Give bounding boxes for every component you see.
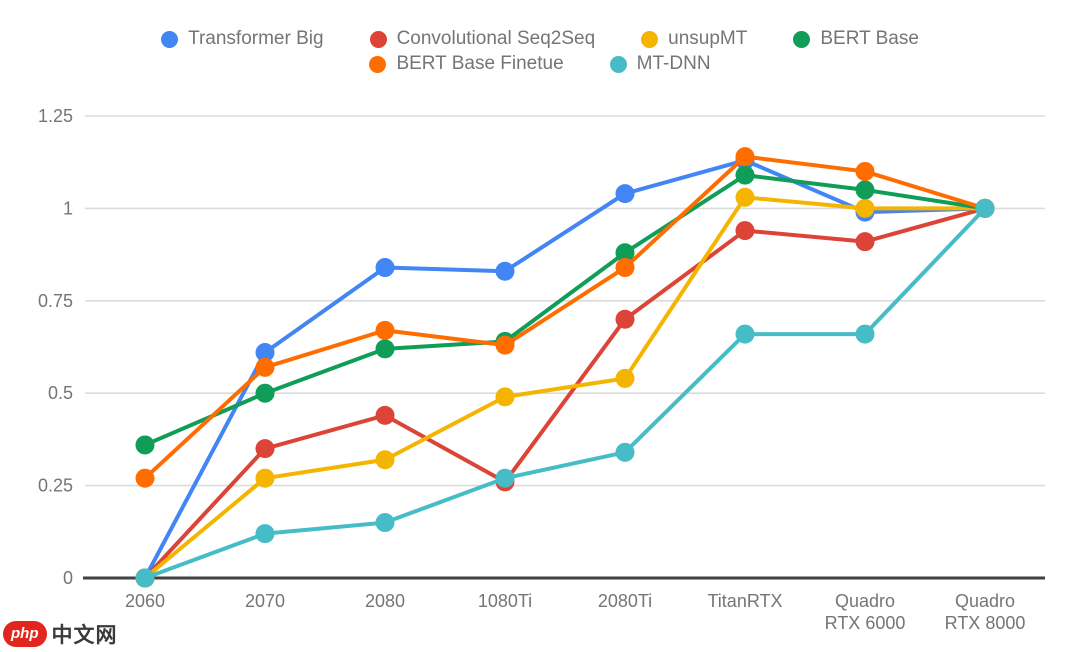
php-logo-badge: php — [3, 621, 47, 647]
data-point-convolutional-seq2seq — [615, 309, 635, 329]
series-line-bert-base-finetue — [143, 154, 987, 481]
data-point-unsupmt — [735, 187, 755, 207]
x-axis-category-label: 2080Ti — [598, 591, 652, 611]
data-point-bert-base — [855, 180, 875, 200]
legend-item-bert-base-finetue: BERT Base Finetue — [369, 53, 564, 75]
data-point-bert-base-finetue — [255, 357, 275, 377]
data-point-bert-base — [255, 383, 275, 403]
x-axis-category-label: TitanRTX — [707, 591, 782, 611]
data-point-convolutional-seq2seq — [255, 439, 275, 459]
legend-label: BERT Base Finetue — [396, 53, 564, 74]
data-point-bert-base-finetue — [735, 147, 755, 167]
data-point-transformer-big — [615, 184, 635, 204]
watermark-site-text: 中文网 — [51, 624, 118, 647]
data-point-bert-base — [375, 339, 395, 359]
x-axis-category-label: 2060 — [125, 591, 165, 611]
legend-label: Convolutional Seq2Seq — [396, 28, 596, 49]
data-point-unsupmt — [855, 198, 875, 218]
data-point-bert-base-finetue — [855, 161, 875, 181]
legend-label: BERT Base — [820, 28, 919, 49]
series-line-transformer-big — [143, 158, 987, 580]
y-axis-tick-label: 0.25 — [38, 476, 73, 496]
legend-item-mt-dnn: MT-DNN — [609, 53, 711, 75]
x-axis-category-label: Quadro RTX 8000 — [945, 591, 1026, 633]
data-point-mt-dnn — [975, 198, 995, 218]
data-point-bert-base-finetue — [615, 258, 635, 278]
data-point-bert-base-finetue — [375, 320, 395, 340]
data-point-bert-base-finetue — [135, 468, 155, 488]
x-axis-category-label: 1080Ti — [478, 591, 532, 611]
legend-item-bert-base: BERT Base — [793, 28, 919, 50]
legend-item-transformer-big: Transformer Big — [161, 28, 324, 50]
legend-row: Transformer Big Convolutional Seq2Seq unsu… — [161, 28, 919, 50]
data-point-mt-dnn — [135, 568, 155, 588]
legend-label: Transformer Big — [188, 28, 324, 49]
legend-item-convolutional-seq2seq: Convolutional Seq2Seq — [369, 28, 596, 50]
data-point-mt-dnn — [615, 442, 635, 462]
y-axis-tick-label: 1.25 — [38, 106, 73, 126]
data-point-mt-dnn — [735, 324, 755, 344]
x-axis-category-label: 2070 — [245, 591, 285, 611]
series-line-convolutional-seq2seq — [143, 206, 987, 580]
legend-color-dot — [369, 30, 387, 48]
legend-color-dot — [161, 30, 179, 48]
series-line-unsupmt — [143, 195, 987, 580]
data-point-transformer-big — [495, 261, 515, 281]
data-point-mt-dnn — [255, 524, 275, 544]
data-point-bert-base-finetue — [495, 335, 515, 355]
data-point-transformer-big — [375, 258, 395, 278]
legend-label: MT-DNN — [636, 53, 711, 74]
data-point-mt-dnn — [855, 324, 875, 344]
legend-item-unsupmt: unsupMT — [641, 28, 747, 50]
legend-row: BERT Base Finetue MT-DNN — [369, 53, 711, 75]
data-point-bert-base — [735, 165, 755, 185]
legend-color-dot — [369, 55, 387, 73]
y-axis-tick-label: 0.75 — [38, 291, 73, 311]
series-line-bert-base — [143, 173, 987, 447]
chart-legend: Transformer Big Convolutional Seq2Seq unsu… — [0, 28, 1080, 75]
data-point-unsupmt — [255, 468, 275, 488]
legend-label: unsupMT — [668, 28, 748, 49]
legend-color-dot — [609, 55, 627, 73]
x-axis-category-label: Quadro RTX 6000 — [825, 591, 906, 633]
data-point-convolutional-seq2seq — [855, 232, 875, 252]
legend-color-dot — [641, 30, 659, 48]
data-point-mt-dnn — [375, 513, 395, 533]
data-point-bert-base — [135, 435, 155, 455]
data-point-mt-dnn — [495, 468, 515, 488]
data-point-bert-base — [615, 243, 635, 263]
y-axis-tick-label: 0 — [63, 568, 73, 588]
watermark: php 中文网 — [3, 619, 118, 649]
x-axis-category-label: 2080 — [365, 591, 405, 611]
data-point-unsupmt — [375, 450, 395, 470]
data-point-transformer-big — [255, 343, 275, 363]
data-point-unsupmt — [615, 368, 635, 388]
y-axis-tick-label: 0.5 — [48, 383, 73, 403]
data-point-unsupmt — [495, 387, 515, 407]
legend-color-dot — [793, 30, 811, 48]
series-line-mt-dnn — [143, 206, 987, 580]
y-axis-tick-label: 1 — [63, 198, 73, 218]
data-point-convolutional-seq2seq — [375, 405, 395, 425]
data-point-convolutional-seq2seq — [735, 221, 755, 241]
